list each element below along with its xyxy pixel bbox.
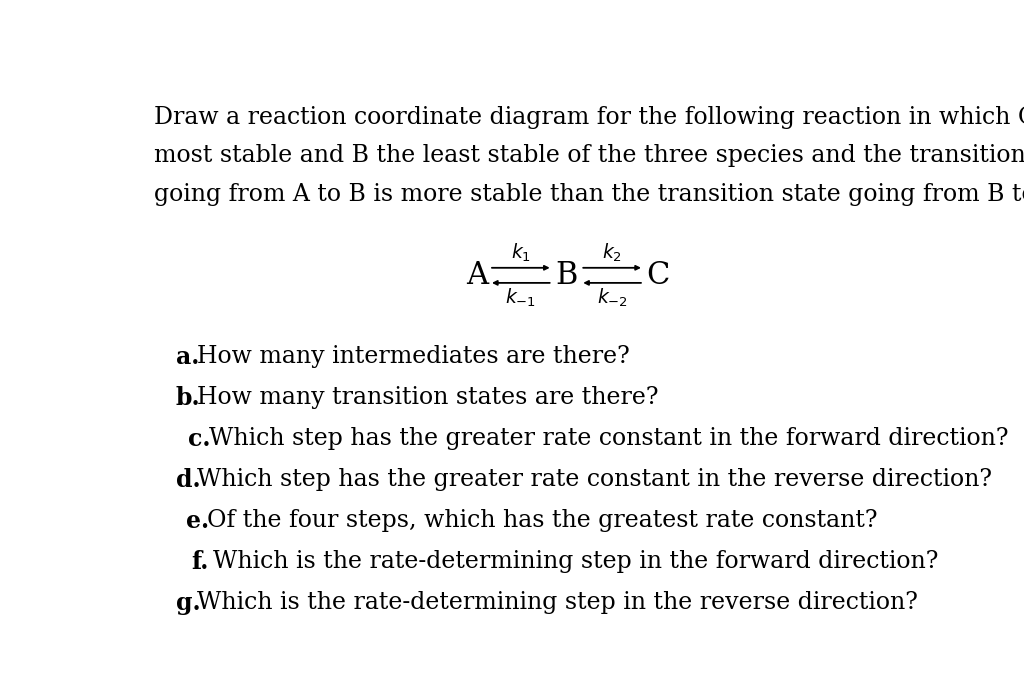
Text: A: A <box>466 260 488 290</box>
Text: e.: e. <box>186 510 209 533</box>
Text: $k_1$: $k_1$ <box>511 241 530 264</box>
Text: d.: d. <box>176 468 201 492</box>
Text: f.  Which is the rate-determining step in the forward direction?: f. Which is the rate-determining step in… <box>191 550 947 573</box>
Text: d.  Which step has the greater rate constant in the reverse direction?: d. Which step has the greater rate const… <box>176 468 1009 491</box>
Text: f.: f. <box>191 550 209 574</box>
Text: $k_2$: $k_2$ <box>602 241 623 264</box>
Text: a.: a. <box>176 345 199 370</box>
Text: g.: g. <box>176 592 201 615</box>
Text: a.  How many intermediates are there?: a. How many intermediates are there? <box>176 345 645 368</box>
Text: $k_{-1}$: $k_{-1}$ <box>505 287 537 309</box>
Text: Which step has the greater rate constant in the forward direction?: Which step has the greater rate constant… <box>209 427 1009 450</box>
Text: Of the four steps, which has the greatest rate constant?: Of the four steps, which has the greates… <box>207 510 878 532</box>
Text: How many transition states are there?: How many transition states are there? <box>197 386 658 410</box>
Text: Draw a reaction coordinate diagram for the following reaction in which C is the: Draw a reaction coordinate diagram for t… <box>155 106 1024 129</box>
Text: Which step has the greater rate constant in the reverse direction?: Which step has the greater rate constant… <box>197 468 992 491</box>
Text: Which is the rate-determining step in the forward direction?: Which is the rate-determining step in th… <box>213 550 938 573</box>
Text: C: C <box>646 260 670 290</box>
Text: Which is the rate-determining step in the reverse direction?: Which is the rate-determining step in th… <box>197 592 918 614</box>
Text: g.  Which is the rate-determining step in the reverse direction?: g. Which is the rate-determining step in… <box>176 592 934 614</box>
Text: b.  How many transition states are there?: b. How many transition states are there? <box>176 386 675 410</box>
Text: e.  Of the four steps, which has the greatest rate constant?: e. Of the four steps, which has the grea… <box>186 510 893 532</box>
Text: c.: c. <box>187 427 210 452</box>
Text: going from A to B is more stable than the transition state going from B to C:: going from A to B is more stable than th… <box>155 183 1024 206</box>
Text: $k_{-2}$: $k_{-2}$ <box>597 287 628 309</box>
Text: most stable and B the least stable of the three species and the transition state: most stable and B the least stable of th… <box>155 144 1024 167</box>
Text: How many intermediates are there?: How many intermediates are there? <box>197 345 630 368</box>
Text: B: B <box>556 260 579 290</box>
Text: c.  Which step has the greater rate constant in the forward direction?: c. Which step has the greater rate const… <box>187 427 1023 450</box>
Text: b.: b. <box>176 386 201 410</box>
